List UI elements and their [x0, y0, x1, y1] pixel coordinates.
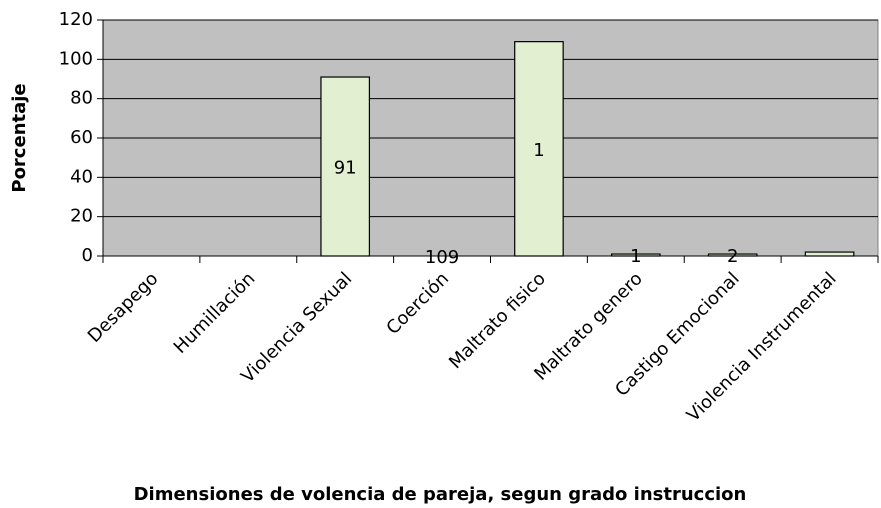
x-tick-label: Coerción	[382, 268, 453, 339]
x-tick-label: Humillación	[170, 268, 260, 358]
data-label: 1	[630, 246, 641, 267]
x-tick-label: Maltrato fisico	[445, 268, 550, 373]
bar	[707, 253, 758, 257]
data-label: 109	[425, 247, 459, 268]
y-axis-title: Porcentaje	[9, 83, 30, 192]
data-label: 1	[533, 140, 544, 161]
y-tick-label: 20	[70, 206, 93, 227]
data-label: 91	[334, 158, 357, 179]
bar	[320, 76, 371, 257]
bar	[610, 253, 661, 257]
y-tick-label: 0	[82, 245, 93, 266]
y-tick-label: 60	[70, 127, 93, 148]
y-tick-label: 80	[70, 88, 93, 109]
data-label: 2	[727, 246, 738, 267]
y-tick-label: 100	[59, 48, 93, 69]
y-tick-label: 40	[70, 166, 93, 187]
bar	[514, 41, 564, 257]
y-tick-label: 120	[59, 9, 93, 30]
x-tick-label: Desapego	[84, 268, 163, 347]
x-axis-title: Dimensiones de volencia de pareja, segun…	[134, 484, 747, 505]
bar	[804, 251, 855, 257]
